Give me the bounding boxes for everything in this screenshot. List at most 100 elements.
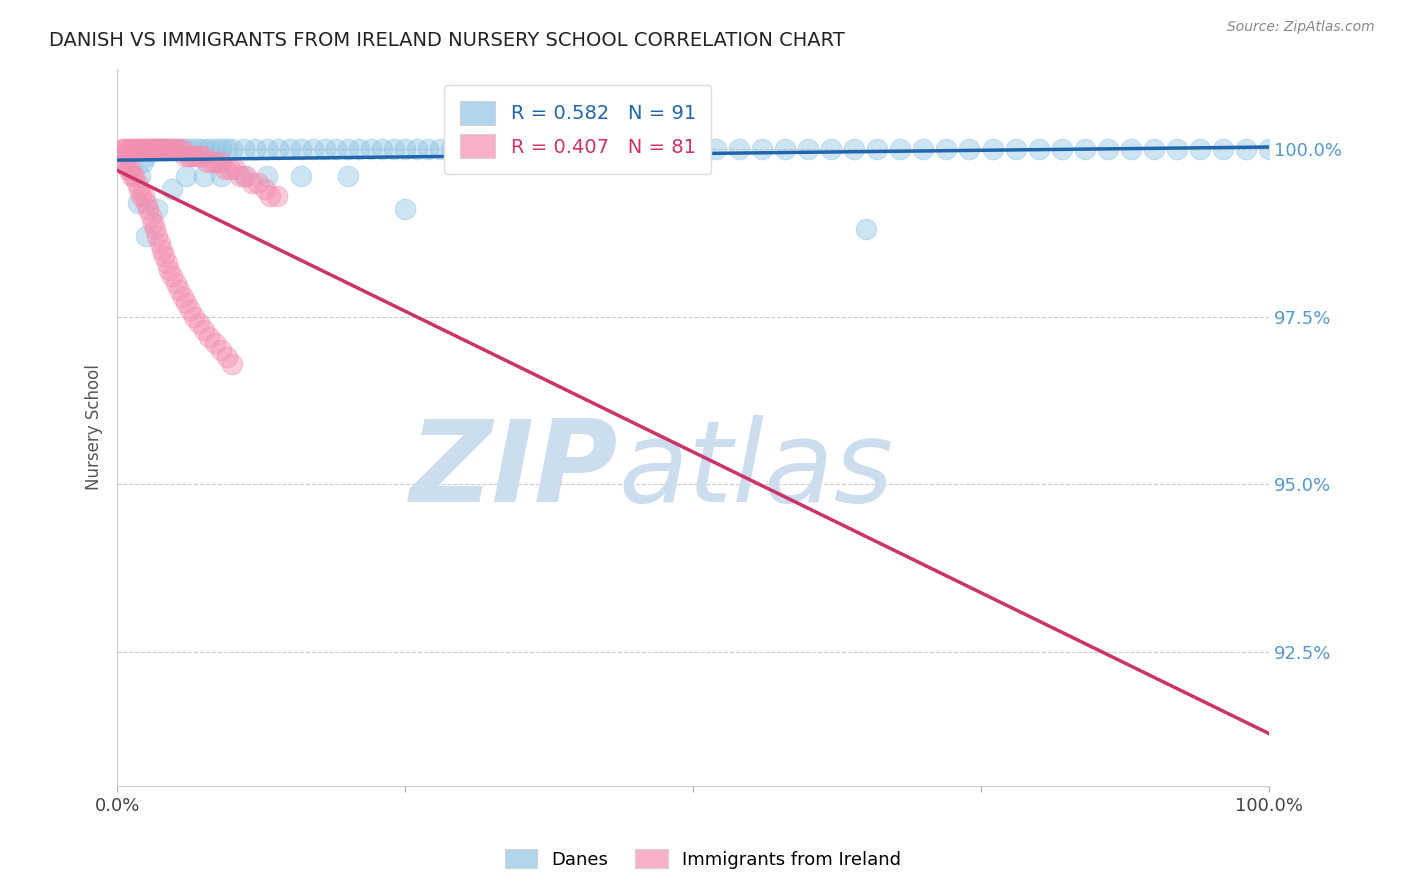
Point [209, 169, 232, 183]
Point [132, 189, 155, 203]
Legend: R = 0.582   N = 91, R = 0.407   N = 81: R = 0.582 N = 91, R = 0.407 N = 81 [444, 86, 711, 174]
Point [114, 155, 136, 169]
Point [170, 142, 193, 156]
Point [131, 155, 153, 169]
Point [215, 142, 238, 156]
Text: atlas: atlas [619, 415, 893, 526]
Point [544, 142, 567, 156]
Point [418, 142, 440, 156]
Point [118, 162, 141, 177]
Point [232, 142, 254, 156]
Point [143, 142, 166, 156]
Point [728, 142, 751, 156]
Point [157, 262, 180, 277]
Point [148, 142, 170, 156]
Point [162, 182, 184, 196]
Point [198, 330, 221, 344]
Point [174, 169, 197, 183]
Text: Source: ZipAtlas.com: Source: ZipAtlas.com [1227, 20, 1375, 34]
Point [797, 142, 820, 156]
Point [205, 155, 228, 169]
Point [167, 142, 190, 156]
Point [405, 142, 427, 156]
Point [1212, 142, 1234, 156]
Point [146, 202, 169, 217]
Point [118, 142, 141, 156]
Point [146, 142, 169, 156]
Point [336, 169, 359, 183]
Point [1004, 142, 1026, 156]
Point [143, 222, 166, 236]
Point [371, 142, 394, 156]
Point [187, 142, 209, 156]
Point [1028, 142, 1050, 156]
Point [131, 189, 153, 203]
Point [146, 229, 169, 244]
Point [981, 142, 1004, 156]
Text: DANISH VS IMMIGRANTS FROM IRELAND NURSERY SCHOOL CORRELATION CHART: DANISH VS IMMIGRANTS FROM IRELAND NURSER… [49, 31, 845, 50]
Point [214, 162, 236, 177]
Point [440, 142, 463, 156]
Point [152, 142, 174, 156]
Point [184, 149, 207, 163]
Point [131, 142, 153, 156]
Point [110, 149, 132, 163]
Point [889, 142, 911, 156]
Point [935, 142, 957, 156]
Point [215, 350, 238, 364]
Point [136, 142, 159, 156]
Point [188, 317, 211, 331]
Point [127, 195, 149, 210]
Point [201, 155, 224, 169]
Point [394, 142, 416, 156]
Point [959, 142, 981, 156]
Point [204, 336, 226, 351]
Y-axis label: Nursery School: Nursery School [86, 365, 103, 491]
Point [152, 142, 174, 156]
Point [120, 142, 142, 156]
Point [1073, 142, 1095, 156]
Point [382, 142, 405, 156]
Point [229, 169, 252, 183]
Point [232, 169, 254, 183]
Point [138, 142, 160, 156]
Point [1143, 142, 1166, 156]
Point [256, 142, 278, 156]
Point [149, 142, 172, 156]
Point [111, 155, 134, 169]
Point [866, 142, 889, 156]
Point [174, 149, 197, 163]
Point [156, 256, 179, 270]
Point [193, 142, 215, 156]
Point [1050, 142, 1073, 156]
Point [135, 229, 157, 244]
Point [122, 142, 145, 156]
Point [134, 142, 156, 156]
Point [314, 142, 336, 156]
Point [498, 142, 520, 156]
Point [224, 162, 246, 177]
Point [149, 235, 172, 250]
Point [183, 310, 205, 324]
Point [198, 142, 221, 156]
Point [751, 142, 773, 156]
Point [174, 142, 197, 156]
Point [278, 142, 301, 156]
Point [145, 142, 167, 156]
Point [520, 142, 543, 156]
Point [704, 142, 727, 156]
Point [157, 142, 180, 156]
Point [138, 142, 160, 156]
Point [195, 155, 218, 169]
Point [325, 142, 347, 156]
Point [129, 142, 152, 156]
Point [245, 142, 267, 156]
Point [162, 142, 184, 156]
Point [253, 182, 276, 196]
Point [174, 296, 197, 310]
Point [567, 142, 589, 156]
Point [636, 142, 658, 156]
Point [163, 142, 186, 156]
Point [209, 142, 232, 156]
Point [451, 142, 474, 156]
